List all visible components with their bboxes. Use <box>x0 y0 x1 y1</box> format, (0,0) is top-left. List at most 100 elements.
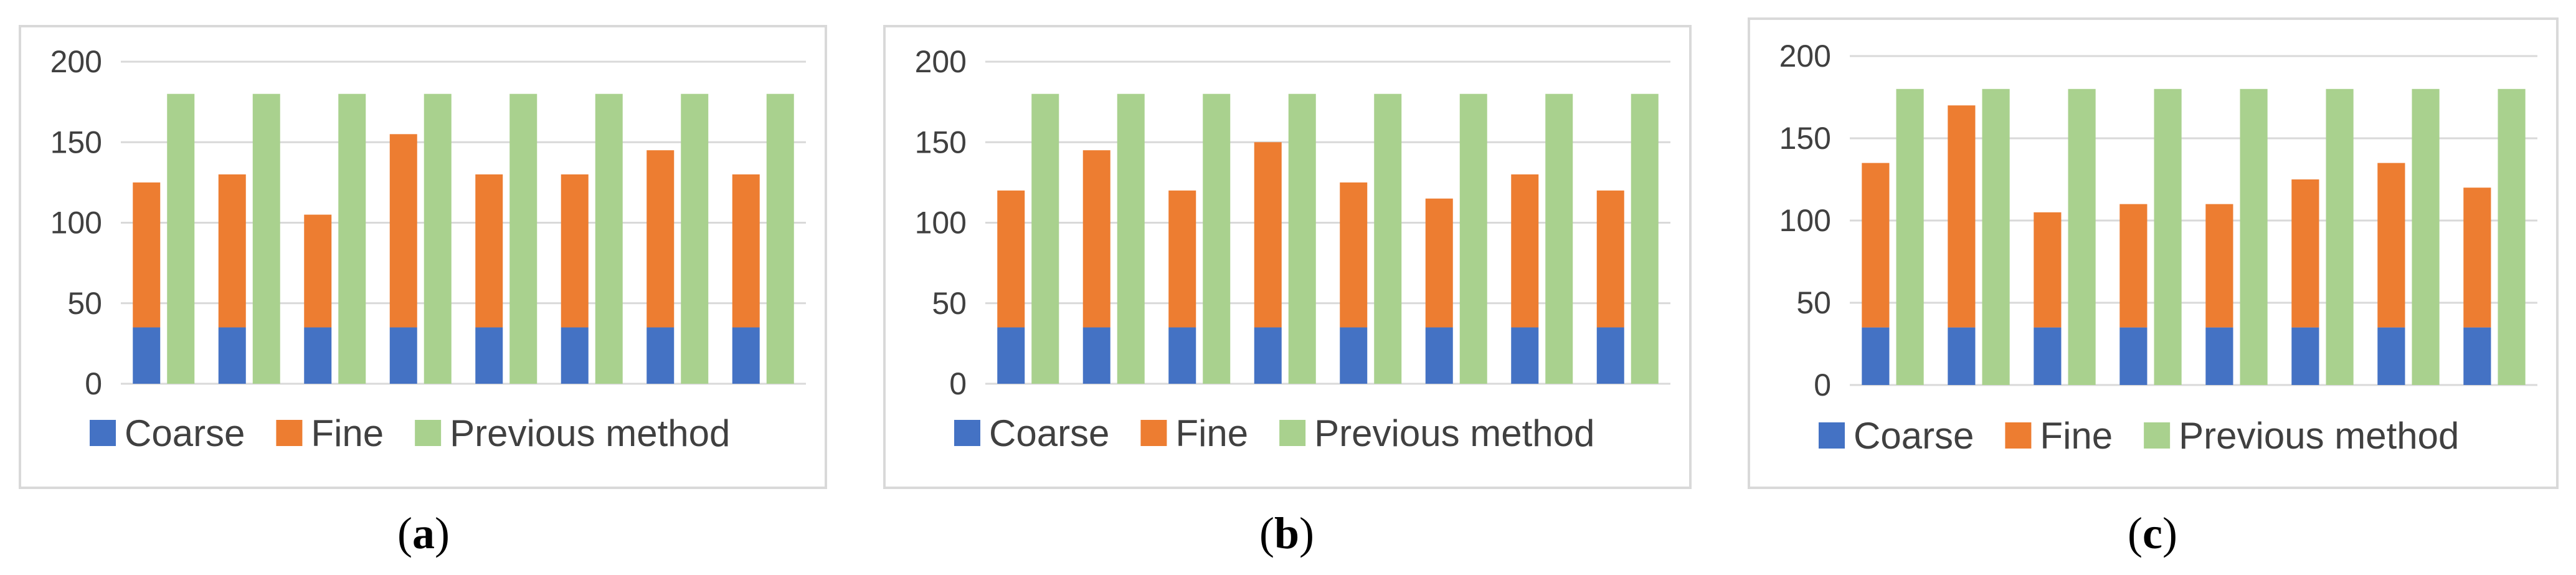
legend-swatch-fine <box>1140 420 1167 446</box>
bar-coarse <box>218 327 246 384</box>
y-tick-label: 200 <box>50 44 102 79</box>
y-tick-label: 100 <box>50 206 102 240</box>
y-tick-label: 200 <box>915 44 967 79</box>
caption-a: (a) <box>397 508 450 558</box>
bar-coarse <box>1340 327 1368 384</box>
bar-coarse <box>1425 327 1453 384</box>
bar-fine <box>1425 198 1453 328</box>
bar-fine <box>304 214 332 328</box>
bar-previous-method <box>766 93 794 384</box>
bar-coarse <box>646 327 675 384</box>
y-tick-label: 50 <box>67 286 102 321</box>
bar-coarse <box>2463 327 2491 385</box>
bar-coarse <box>997 327 1025 384</box>
bar-previous-method <box>1117 93 1145 384</box>
bar-coarse <box>2377 327 2405 385</box>
y-tick-label: 0 <box>949 366 967 401</box>
y-tick-label: 150 <box>915 125 967 159</box>
bar-previous-method <box>424 93 452 384</box>
bar-fine <box>1511 174 1539 328</box>
y-tick-label: 0 <box>85 366 102 401</box>
bar-previous-method <box>2240 88 2268 386</box>
caption-c: (c) <box>2128 508 2177 558</box>
chart-a: 0 50 100 150 200 Coarse Fine Previous method <box>50 44 806 454</box>
legend-swatch-coarse <box>1819 422 1845 449</box>
bar-fine <box>133 182 161 328</box>
legend-swatch-coarse <box>954 420 980 446</box>
legend-swatch-previous <box>2144 422 2171 449</box>
chart-panel-c: 0 50 100 150 200 Coarse Fine Previous method <box>1748 17 2559 489</box>
bar-coarse <box>2291 327 2319 385</box>
bar-coarse <box>304 327 332 384</box>
bar-fine <box>2291 179 2319 328</box>
y-tick-label: 100 <box>915 206 967 240</box>
bar-fine <box>2377 163 2405 328</box>
bar-fine <box>732 174 760 328</box>
bar-previous-method <box>1374 93 1402 384</box>
legend-label-previous: Previous method <box>1314 412 1594 454</box>
legend-label-coarse: Coarse <box>1854 415 1974 457</box>
y-tick-label: 50 <box>932 286 967 321</box>
y-tick-label: 150 <box>50 125 102 159</box>
y-tick-label: 150 <box>1779 121 1831 156</box>
bar-fine <box>2034 212 2062 328</box>
bar-previous-method <box>252 93 280 384</box>
bar-fine <box>561 174 589 328</box>
bar-previous-method <box>1545 93 1573 384</box>
y-tick-label: 100 <box>1779 203 1831 238</box>
bar-previous-method <box>1459 93 1487 384</box>
caption-letter: c <box>2143 508 2162 558</box>
chart-panel-a: 0 50 100 150 200 Coarse Fine Previous method <box>19 25 827 489</box>
legend-label-fine: Fine <box>2040 415 2113 457</box>
chart-b: 0 50 100 150 200 Coarse Fine Previous method <box>915 44 1670 454</box>
bar-coarse <box>133 327 161 384</box>
legend-label-fine: Fine <box>1175 412 1248 454</box>
legend-swatch-fine <box>276 420 303 446</box>
legend-label-coarse: Coarse <box>125 412 245 454</box>
bar-fine <box>2119 204 2147 328</box>
bar-coarse <box>389 327 417 384</box>
bar-coarse <box>561 327 589 384</box>
y-tick-label: 50 <box>1796 285 1831 320</box>
bar-fine <box>218 174 246 328</box>
chart-panel-b: 0 50 100 150 200 Coarse Fine Previous method <box>883 25 1692 489</box>
bar-coarse <box>1862 327 1890 385</box>
bar-coarse <box>2205 327 2233 385</box>
bar-previous-method <box>338 93 366 384</box>
bar-fine <box>1340 182 1368 328</box>
bar-previous-method <box>167 93 195 384</box>
bar-fine <box>1948 105 1976 328</box>
bar-fine <box>2463 188 2491 328</box>
bar-fine <box>2205 204 2233 328</box>
bar-previous-method <box>1896 88 1924 386</box>
bar-coarse <box>1168 327 1196 384</box>
legend-swatch-previous <box>415 420 442 446</box>
legend-label-coarse: Coarse <box>989 412 1109 454</box>
bar-coarse <box>732 327 760 384</box>
bar-coarse <box>475 327 503 384</box>
bar-previous-method <box>2498 88 2526 386</box>
legend-label-fine: Fine <box>311 412 384 454</box>
bar-previous-method <box>1203 93 1231 384</box>
legend-label-previous: Previous method <box>450 412 730 454</box>
caption-letter: a <box>412 508 435 558</box>
caption-letter: b <box>1274 508 1300 558</box>
caption-b: (b) <box>1259 508 1314 558</box>
y-tick-label: 200 <box>1779 39 1831 74</box>
bar-previous-method <box>2068 88 2096 386</box>
bar-fine <box>389 134 417 328</box>
bar-fine <box>1596 190 1624 328</box>
legend-label-previous: Previous method <box>2179 415 2459 457</box>
bar-fine <box>1254 142 1282 328</box>
bar-previous-method <box>2412 88 2440 386</box>
y-tick-label: 0 <box>1814 368 1831 402</box>
chart-c: 0 50 100 150 200 Coarse Fine Previous method <box>1779 39 2537 457</box>
bar-fine <box>997 190 1025 328</box>
bar-previous-method <box>1631 93 1659 384</box>
bar-coarse <box>1082 327 1110 384</box>
bar-fine <box>1082 150 1110 328</box>
bar-fine <box>1168 190 1196 328</box>
bar-coarse <box>1511 327 1539 384</box>
bar-previous-method <box>2154 88 2182 386</box>
bar-fine <box>475 174 503 328</box>
